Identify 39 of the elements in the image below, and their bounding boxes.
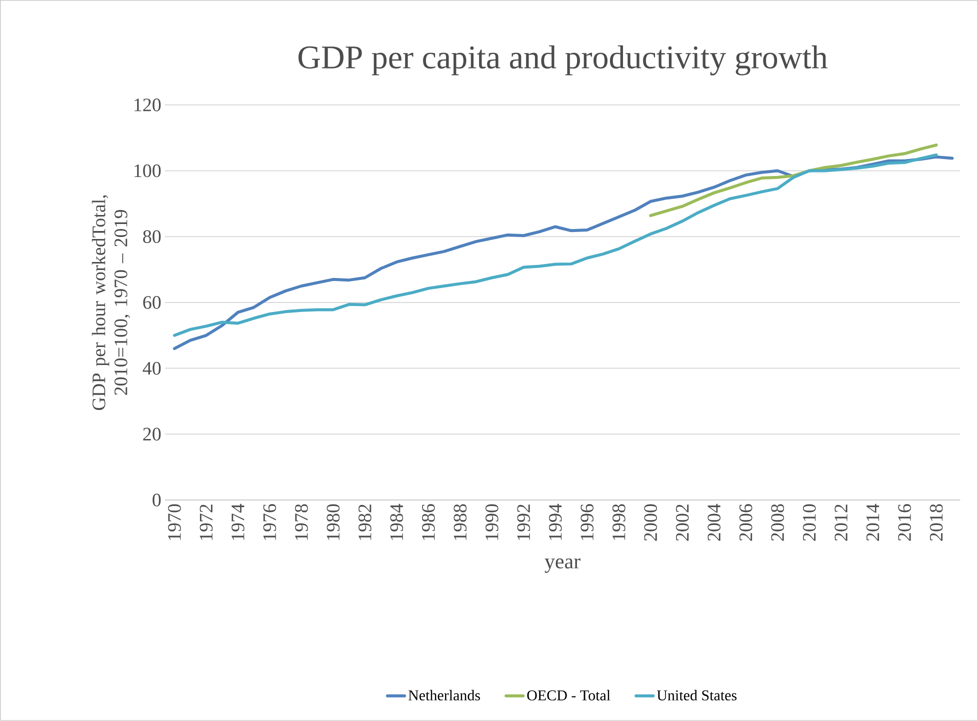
x-tick-label: 2012 <box>834 504 848 541</box>
legend-label: Netherlands <box>408 690 480 700</box>
x-tick-label: 1994 <box>548 504 562 540</box>
y-tick-label: 80 <box>143 230 161 244</box>
legend-label: OECD - Total <box>527 690 610 700</box>
x-tick-label: 2010 <box>802 504 816 541</box>
x-tick-label: 2018 <box>930 504 943 541</box>
x-tick-label: 1976 <box>263 504 276 540</box>
x-tick-label: 1988 <box>454 504 467 540</box>
x-tick-label: 1982 <box>358 504 372 540</box>
x-tick-label: 2006 <box>739 504 752 541</box>
x-tick-label: 2004 <box>708 504 721 541</box>
x-tick-label: 2016 <box>898 504 911 541</box>
x-tick-label: 1974 <box>232 504 244 540</box>
x-tick-label: 1996 <box>580 504 594 540</box>
x-tick-label: 1984 <box>390 504 404 540</box>
y-axis-title: GDP per hour workedTotal, 2010=100, 1970 – 2019 <box>92 195 130 410</box>
y-tick-label: 0 <box>152 494 161 506</box>
x-tick-label: 1980 <box>326 504 340 540</box>
y-tick-label: 120 <box>134 98 161 112</box>
y-tick-label: 100 <box>134 164 161 178</box>
x-tick-label: 1998 <box>612 504 626 540</box>
x-tick-label: 1972 <box>200 504 213 540</box>
y-tick-label: 40 <box>142 362 161 375</box>
x-tick-label: 2008 <box>771 504 784 541</box>
y-tick-label: 60 <box>143 296 161 309</box>
x-tick-label: 1990 <box>485 504 498 540</box>
legend-label: United States <box>656 690 737 700</box>
x-tick-label: 1970 <box>168 504 181 540</box>
chart-title: GDP per capita and productivity growth <box>298 45 828 76</box>
y-tick-label: 20 <box>143 428 161 441</box>
x-tick-label: 2014 <box>866 504 880 541</box>
x-tick-label: 2000 <box>644 504 658 541</box>
x-tick-label: 1986 <box>422 504 435 540</box>
x-tick-label: 2002 <box>676 504 689 541</box>
x-tick-label: 1992 <box>517 504 530 540</box>
x-tick-label: 1978 <box>295 504 308 540</box>
line-series <box>649 144 938 218</box>
x-axis-title: year <box>544 558 580 573</box>
